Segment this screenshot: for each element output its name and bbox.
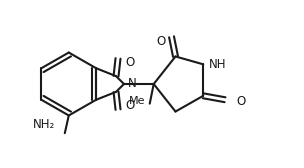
- Text: NH: NH: [209, 58, 227, 71]
- Text: O: O: [125, 99, 134, 112]
- Text: O: O: [236, 95, 245, 108]
- Text: O: O: [125, 56, 134, 69]
- Text: N: N: [128, 77, 137, 91]
- Text: Me: Me: [129, 96, 146, 106]
- Text: NH₂: NH₂: [33, 118, 55, 131]
- Text: O: O: [156, 35, 166, 48]
